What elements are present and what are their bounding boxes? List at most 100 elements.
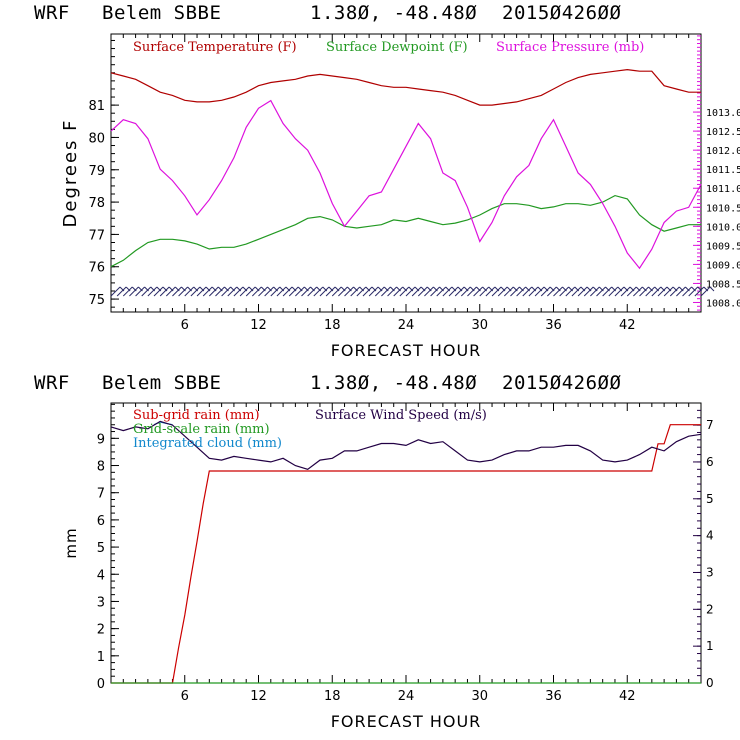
wind-barb: [639, 286, 649, 297]
wind-barb: [424, 286, 434, 297]
wind-barb-flag: [709, 286, 715, 292]
header-station: Belem SBBE: [102, 2, 222, 24]
wind-barb: [485, 286, 496, 297]
wind-barb: [479, 286, 490, 297]
x-axis-title: FORECAST HOUR: [331, 341, 482, 360]
x-tick-label: 24: [398, 689, 415, 704]
wind-barb: [295, 286, 305, 297]
y-tick-label: 9: [97, 432, 105, 447]
x-tick-label: 42: [619, 689, 636, 704]
y-tick-label: 6: [97, 514, 105, 529]
wind-barb: [614, 286, 625, 297]
wind-barb: [694, 286, 705, 297]
wind-barb: [553, 286, 563, 297]
header-coords: 1.38Ø, -48.48Ø: [310, 372, 478, 394]
wind-barb: [503, 286, 514, 297]
header-init-time: 2015Ø426ØØ: [502, 372, 622, 394]
wind-barb: [190, 286, 201, 297]
wind-barb: [227, 286, 238, 297]
wind-barb: [381, 286, 391, 297]
wind-barb: [252, 286, 262, 297]
wind-barb: [645, 286, 656, 297]
header-init-time: 2015Ø426ØØ: [502, 2, 622, 24]
y2-tick-label: 1011.5: [706, 165, 740, 176]
wind-barb: [165, 286, 176, 297]
y2-tick-label: 1010.0: [706, 222, 740, 233]
y-tick-label: 4: [97, 568, 105, 583]
wind-barb: [282, 286, 293, 297]
wind-barb: [208, 286, 219, 297]
x-tick-label: 30: [471, 689, 488, 704]
wind-barb: [338, 286, 348, 297]
y2-tick-label: 1009.5: [706, 241, 740, 252]
wind-barb: [110, 286, 121, 297]
wind-barb: [454, 286, 465, 297]
y-tick-label: 78: [88, 196, 105, 211]
legend-entry: Surface Temperature (F): [133, 40, 297, 55]
wind-barb: [596, 286, 606, 297]
wind-barb: [172, 286, 182, 297]
wind-barb: [233, 286, 244, 297]
wind-barb: [202, 286, 213, 297]
y-axis-title: mm: [62, 527, 80, 558]
y2-tick-label: 1010.5: [706, 203, 740, 214]
wind-barb: [528, 286, 539, 297]
x-tick-label: 12: [250, 318, 267, 333]
y2-tick-label: 1012.0: [706, 146, 740, 157]
wind-barb: [307, 286, 318, 297]
y-tick-label: 75: [88, 293, 105, 308]
x-axis-title: FORECAST HOUR: [331, 712, 482, 731]
y2-tick-label: 7: [706, 418, 714, 432]
dewpoint-line: [110, 194, 701, 268]
wind-barbs: [110, 286, 715, 297]
x-tick-label: 12: [250, 689, 267, 704]
wind-barb: [141, 286, 152, 297]
wind-barb: [405, 286, 416, 297]
wind-barb: [387, 286, 397, 297]
wind-barb: [270, 286, 281, 297]
y-tick-label: 81: [88, 99, 105, 114]
wind-barb: [393, 286, 404, 297]
wind-barb: [608, 286, 619, 297]
y2-tick-label: 1008.0: [706, 298, 740, 309]
wind-barb: [221, 286, 231, 297]
wind-barb: [245, 286, 256, 297]
y2-tick-label: 1013.0: [706, 108, 740, 119]
legend-entry: Surface Wind Speed (m/s): [315, 408, 487, 423]
wind-barb: [442, 286, 453, 297]
wind-barb: [448, 286, 459, 297]
header-station: Belem SBBE: [102, 372, 222, 394]
wind-barb: [313, 286, 324, 297]
wind-barb: [688, 286, 699, 297]
y2-tick-label: 5: [706, 492, 714, 506]
wind-barb: [417, 286, 428, 297]
y-tick-label: 0: [97, 677, 105, 692]
y-tick-label: 76: [88, 261, 105, 276]
y-tick-label: 79: [88, 164, 105, 179]
wind-barb: [350, 286, 361, 297]
chart1-header: WRF Belem SBBE 1.38Ø, -48.48Ø 2015Ø426ØØ: [34, 2, 621, 112]
wind-barb: [368, 286, 379, 297]
wind-barb: [153, 286, 164, 297]
wind-barb: [510, 286, 520, 297]
y-tick-label: 77: [88, 228, 105, 243]
y2-tick-label: 1011.0: [706, 184, 740, 195]
y-tick-label: 5: [97, 541, 105, 556]
wind-barb: [602, 286, 613, 297]
wind-barb: [651, 286, 662, 297]
wind-barb: [460, 286, 471, 297]
wind-barb: [473, 286, 483, 297]
y-tick-label: 7: [97, 487, 105, 502]
wind-barb: [276, 286, 287, 297]
x-tick-label: 18: [324, 689, 341, 704]
legend-entry: Surface Dewpoint (F): [326, 40, 468, 55]
wind-barb: [319, 286, 330, 297]
wind-barb: [663, 286, 674, 297]
wind-barb: [411, 286, 422, 297]
wind-barb: [215, 286, 225, 297]
header-model: WRF: [34, 372, 70, 394]
x-tick-label: 42: [619, 318, 636, 333]
legend-entry: Integrated cloud (mm): [133, 436, 282, 451]
chart2-header: WRF Belem SBBE 1.38Ø, -48.48Ø 2015Ø426ØØ: [34, 372, 621, 482]
